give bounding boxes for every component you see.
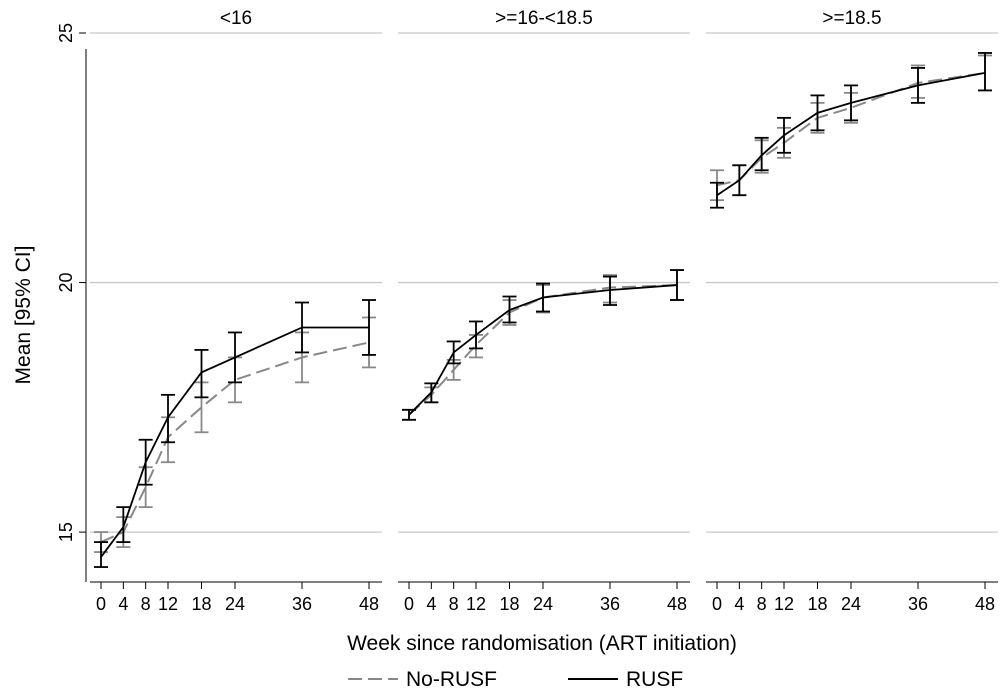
x-tick-label: 8: [449, 594, 459, 614]
x-tick-label: 18: [499, 594, 519, 614]
x-axis-title: Week since randomisation (ART initiation…: [347, 632, 737, 655]
x-tick-label: 36: [292, 594, 312, 614]
x-tick-label: 36: [600, 594, 620, 614]
x-tick-label: 4: [426, 594, 436, 614]
x-tick-label: 24: [533, 594, 553, 614]
x-tick-label: 18: [191, 594, 211, 614]
legend: No-RUSF RUSF: [348, 668, 683, 691]
panel-title: >=16-<18.5: [495, 8, 593, 29]
x-tick-label: 4: [734, 594, 744, 614]
rusf-series-line: [716, 72, 986, 196]
x-tick-label: 48: [667, 594, 687, 614]
no-rusf-series-line: [408, 284, 678, 416]
panel: >=18.50 4 8 12 18 24 36 48: [706, 8, 998, 614]
rusf-series-line: [408, 284, 678, 416]
x-tick-label: 0: [712, 594, 722, 614]
panel-title: <16: [220, 8, 252, 29]
x-tick-label: 24: [225, 594, 245, 614]
y-tick-label: 20: [56, 273, 76, 293]
x-tick-label: 12: [158, 594, 178, 614]
panel-title: >=18.5: [822, 8, 881, 29]
x-tick-label: 8: [757, 594, 767, 614]
x-tick-label: 24: [841, 594, 861, 614]
x-tick-label: 0: [96, 594, 106, 614]
x-tick-label: 48: [975, 594, 995, 614]
x-tick-label: 48: [359, 594, 379, 614]
no-rusf-series-line: [100, 341, 370, 543]
y-tick-label: 15: [56, 522, 76, 542]
y-tick-label: 25: [56, 23, 76, 43]
panel: >=16-<18.50 4 8 12 18 24 36 48: [398, 8, 690, 614]
x-tick-label: 12: [466, 594, 486, 614]
x-tick-label: 12: [774, 594, 794, 614]
rusf-series-line: [100, 326, 369, 558]
y-axis-title: Mean [95% CI]: [12, 246, 35, 385]
x-tick-label: 18: [807, 594, 827, 614]
panel: <160 4 8 12 18 24 36 48: [90, 8, 382, 614]
x-tick-label: 4: [118, 594, 128, 614]
x-tick-label: 36: [908, 594, 928, 614]
legend-label: RUSF: [626, 668, 683, 691]
x-tick-label: 0: [404, 594, 414, 614]
x-tick-label: 8: [141, 594, 151, 614]
legend-label: No-RUSF: [406, 668, 497, 691]
